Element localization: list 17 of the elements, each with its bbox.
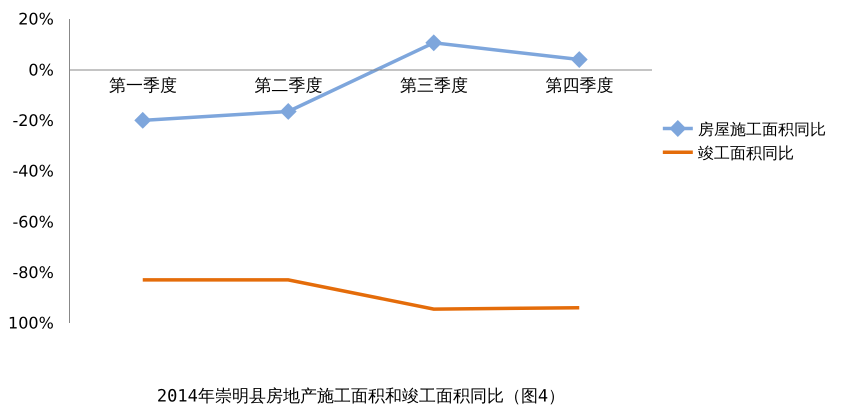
text: 2014年崇明县房地产施工面积和竣工面积同比（图4） <box>156 386 566 406</box>
y-tick-label: -20% <box>12 110 54 130</box>
legend-label: 竣工面积同比 <box>698 144 794 163</box>
x-tick-label: 第二季度 <box>254 76 322 96</box>
point <box>280 103 297 120</box>
y-tick-label: -80% <box>12 262 54 282</box>
point <box>570 51 588 68</box>
y-tick-label: 100% <box>8 314 54 333</box>
y-tick-label: 0% <box>28 60 54 80</box>
y-tick-label: 20% <box>18 10 54 29</box>
point <box>134 112 152 129</box>
point <box>425 34 442 52</box>
y-tick-label: -40% <box>12 162 54 181</box>
x-tick-label: 第一季度 <box>108 76 177 96</box>
x-tick-label: 第四季度 <box>545 76 614 96</box>
x-tick-label: 第三季度 <box>400 76 468 96</box>
y-tick-label: -60% <box>12 212 54 232</box>
